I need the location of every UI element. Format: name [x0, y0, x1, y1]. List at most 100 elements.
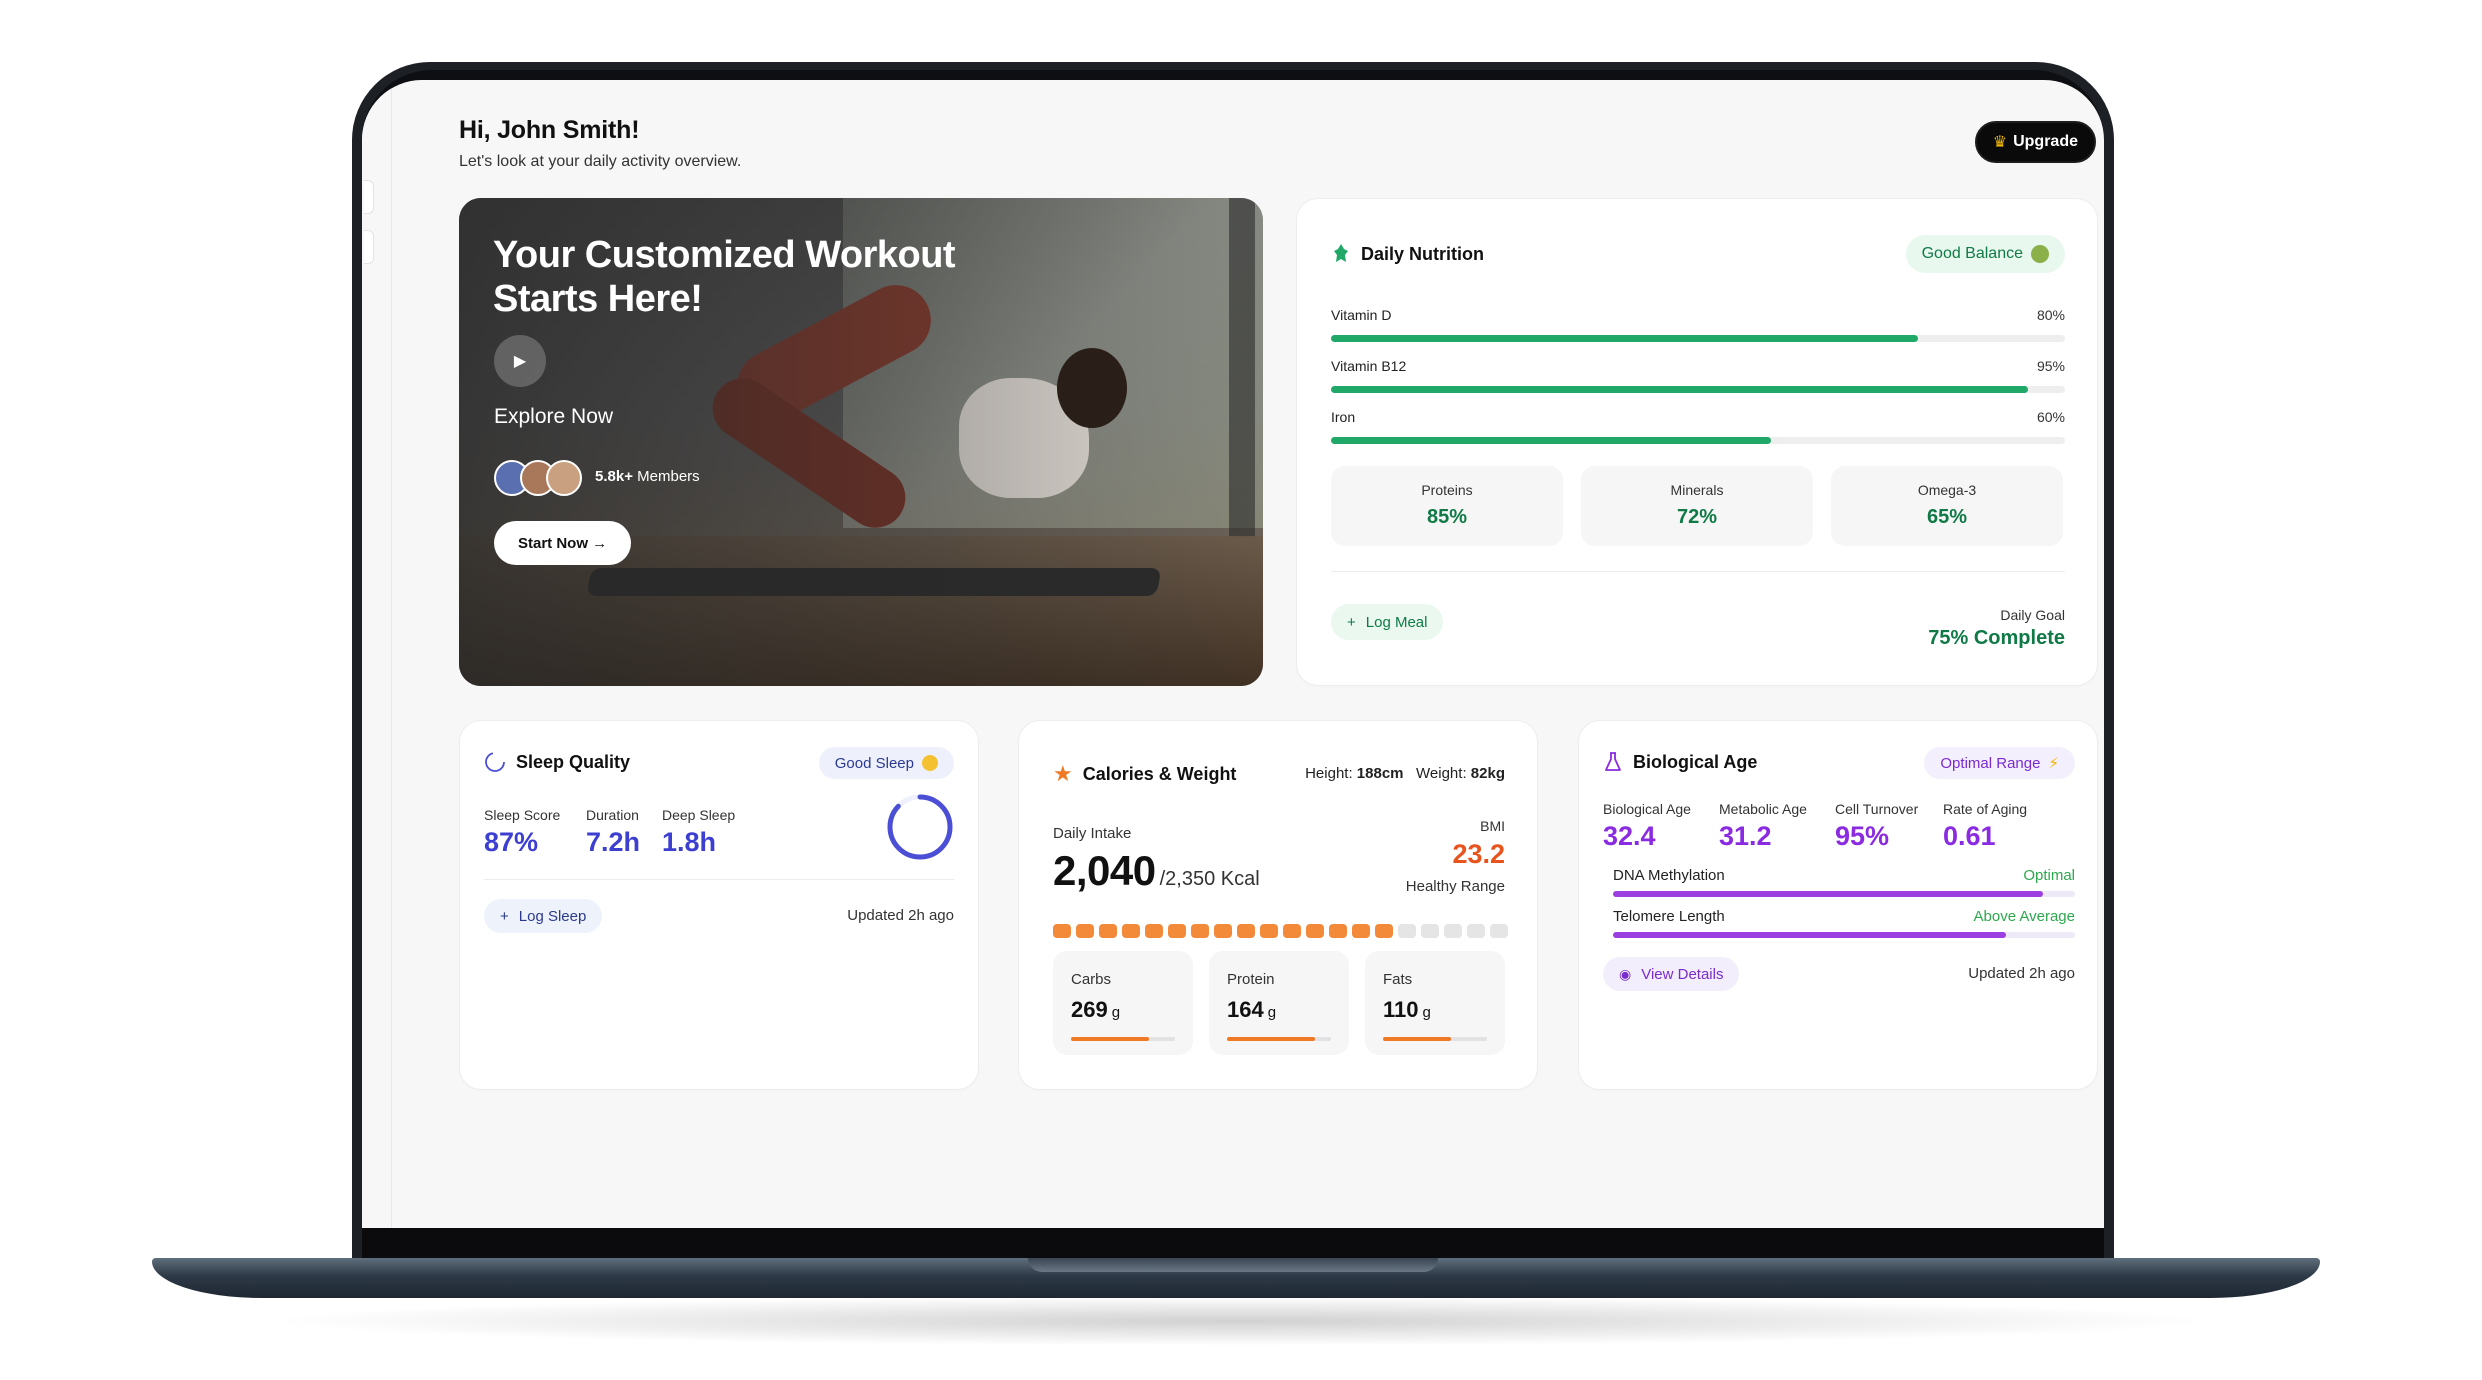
eye-icon: ◉	[1619, 965, 1632, 982]
calorie-segment	[1444, 924, 1462, 938]
daily-goal-value: 75% Complete	[1928, 627, 2065, 649]
start-now-button[interactable]: Start Now →	[494, 521, 632, 565]
macro-name: Carbs	[1071, 971, 1112, 988]
macro-value: 65%	[1926, 506, 1968, 528]
divider	[1331, 571, 2065, 572]
nutrient-label: Iron	[1331, 409, 1356, 425]
nutrient-percent: 80%	[2036, 307, 2065, 323]
macro-protein: Protein 164 g	[1209, 951, 1349, 1055]
macro-proteins: Proteins 85%	[1331, 466, 1563, 546]
flask-icon	[1605, 752, 1621, 771]
telomere-length-status: Above Average	[1973, 908, 2075, 925]
play-button[interactable]: ▶	[494, 335, 546, 387]
macro-value: 269 g	[1071, 997, 1121, 1022]
telomere-length-bar	[1613, 932, 2075, 938]
macro-name: Proteins	[1421, 482, 1473, 498]
upgrade-label: Upgrade	[2013, 133, 2078, 150]
page-title: Hi, John Smith!	[459, 116, 640, 144]
calories-weight-card: ★ Calories & Weight Height: 188cm Weight…	[1018, 720, 1538, 1090]
calories-title: ★ Calories & Weight	[1053, 761, 1237, 786]
updated-label: Updated 2h ago	[1968, 965, 2075, 982]
laptop-notch	[1028, 1258, 1438, 1272]
calorie-segment	[1490, 924, 1508, 938]
nutrient-label: Vitamin B12	[1331, 358, 1407, 374]
upgrade-button[interactable]: ♛ Upgrade	[1974, 121, 2096, 163]
members-count: 5.8k+ Members	[595, 468, 700, 485]
stat-label: Rate of Aging	[1943, 801, 2028, 817]
calorie-segment	[1375, 924, 1393, 938]
sidebar-toggle-2[interactable]	[364, 230, 374, 264]
stat-label: Sleep Score	[484, 807, 561, 823]
log-sleep-button[interactable]: + Log Sleep	[484, 899, 603, 933]
nutrient-label: Vitamin D	[1331, 307, 1392, 323]
lightning-icon: ⚡	[2048, 755, 2059, 772]
calorie-segment	[1214, 924, 1232, 938]
stat-value: 1.8h	[662, 827, 717, 857]
stat-value: 0.61	[1943, 821, 1996, 851]
divider	[484, 879, 954, 880]
calorie-segment	[1099, 924, 1117, 938]
page-subtitle: Let's look at your daily activity overvi…	[459, 153, 742, 170]
bmi-value: 23.2	[1452, 839, 1505, 869]
calorie-segment	[1306, 924, 1324, 938]
moon-icon	[485, 752, 505, 772]
stat-label: Duration	[586, 807, 639, 823]
telomere-length-label: Telomere Length	[1613, 908, 1725, 925]
macro-minerals: Minerals 72%	[1581, 466, 1813, 546]
nutrient-row: Iron 60%	[1331, 409, 2065, 444]
calorie-segment	[1329, 924, 1347, 938]
updated-label: Updated 2h ago	[847, 907, 954, 924]
good-balance-badge: Good Balance	[1905, 235, 2065, 273]
bmi-range: Healthy Range	[1405, 878, 1505, 895]
nutrient-bar	[1331, 437, 2065, 444]
plus-icon: +	[1347, 613, 1356, 631]
nutrition-icon	[1334, 244, 1348, 262]
intake-value: 2,040/2,350 Kcal	[1053, 847, 1260, 894]
avatar	[546, 460, 582, 496]
explore-link[interactable]: Explore Now	[494, 405, 614, 428]
laptop-shadow	[260, 1296, 2220, 1346]
nutrient-row: Vitamin D 80%	[1331, 307, 2065, 342]
nutrient-percent: 95%	[2036, 358, 2065, 374]
sidebar-toggle[interactable]	[364, 180, 374, 214]
dna-methylation-bar	[1613, 891, 2075, 897]
calorie-progress-segments	[1053, 924, 1508, 938]
nutrition-title-text: Daily Nutrition	[1361, 243, 1485, 264]
macro-value: 110 g	[1383, 997, 1431, 1022]
macro-omega3: Omega-3 65%	[1831, 466, 2063, 546]
dna-methylation-status: Optimal	[2023, 867, 2075, 884]
macro-name: Minerals	[1670, 482, 1724, 498]
sleep-score-ring	[887, 794, 953, 860]
daily-goal-label: Daily Goal	[2000, 607, 2065, 623]
calorie-segment	[1076, 924, 1094, 938]
hero-overlay	[459, 198, 1263, 686]
dna-methylation-label: DNA Methylation	[1613, 867, 1725, 884]
crown-icon: ♛	[1992, 134, 2008, 151]
calorie-segment	[1122, 924, 1140, 938]
member-avatars	[494, 460, 582, 496]
calorie-segment	[1421, 924, 1439, 938]
sleep-title: Sleep Quality	[484, 751, 630, 773]
workout-hero-card[interactable]: Your Customized Workout Starts Here! ▶ E…	[459, 198, 1263, 686]
height-weight: Height: 188cm Weight: 82kg	[1305, 765, 1505, 782]
log-meal-button[interactable]: + Log Meal	[1331, 604, 1444, 640]
nutrition-title: Daily Nutrition	[1331, 243, 1484, 265]
calorie-segment	[1168, 924, 1186, 938]
view-details-button[interactable]: ◉ View Details	[1603, 957, 1740, 991]
stat-label: Deep Sleep	[662, 807, 736, 823]
calorie-segment	[1283, 924, 1301, 938]
calorie-segment	[1237, 924, 1255, 938]
macro-value: 72%	[1676, 506, 1718, 528]
calorie-segment	[1467, 924, 1485, 938]
calorie-segment	[1260, 924, 1278, 938]
stat-label: Biological Age	[1603, 801, 1691, 817]
stat-value: 95%	[1835, 821, 1890, 851]
play-icon: ▶	[513, 353, 527, 370]
sleep-quality-card: Sleep Quality Good Sleep Sleep Score 87%…	[459, 720, 979, 1090]
stat-value: 32.4	[1603, 821, 1656, 851]
bmi-label: BMI	[1480, 818, 1505, 834]
good-sleep-badge: Good Sleep	[818, 747, 954, 779]
biological-age-card: Biological Age Optimal Range ⚡ Biologica…	[1578, 720, 2098, 1090]
stat-value: 31.2	[1719, 821, 1772, 851]
macro-bar	[1383, 1037, 1487, 1041]
